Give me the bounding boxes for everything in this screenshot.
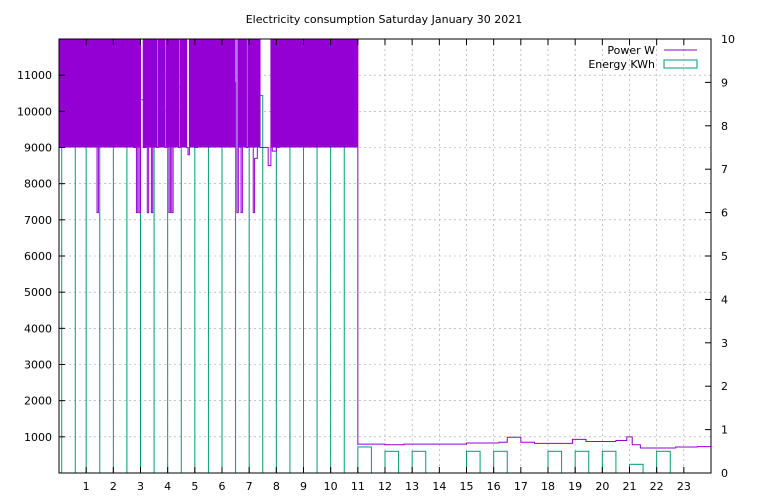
- y2-tick-label: 4: [721, 293, 728, 306]
- legend-swatch-energy: [663, 59, 698, 69]
- x-tick-label: 10: [324, 480, 338, 493]
- y2-tick-label: 6: [721, 207, 728, 220]
- y-tick-label: 10000: [17, 105, 52, 118]
- x-tick-label: 7: [246, 480, 253, 493]
- y2-tick-label: 2: [721, 380, 728, 393]
- y2-tick-label: 9: [721, 76, 728, 89]
- x-tick-label: 17: [514, 480, 528, 493]
- y2-tick-label: 8: [721, 120, 728, 133]
- power-fill-block: [133, 39, 141, 148]
- x-tick-label: 20: [595, 480, 609, 493]
- y-tick-label: 5000: [24, 286, 52, 299]
- power-fill-block: [59, 39, 134, 148]
- y2-tick-label: 7: [721, 163, 728, 176]
- y-tick-label: 9000: [24, 142, 52, 155]
- x-tick-label: 22: [650, 480, 664, 493]
- power-fill-block: [143, 39, 157, 148]
- power-series: [58, 38, 711, 449]
- x-tick-label: 19: [568, 480, 582, 493]
- y-tick-label: 8000: [24, 178, 52, 191]
- x-tick-label: 3: [137, 480, 144, 493]
- y-tick-label: 11000: [17, 69, 52, 82]
- power-fill-block: [194, 39, 236, 148]
- x-tick-label: 12: [378, 480, 392, 493]
- x-tick-label: 14: [432, 480, 446, 493]
- x-tick-label: 23: [677, 480, 691, 493]
- y2-tick-label: 5: [721, 250, 728, 263]
- power-fill-block: [179, 39, 187, 148]
- y2-tick-label: 0: [721, 467, 728, 480]
- x-tick-label: 2: [110, 480, 117, 493]
- power-fill-block: [270, 39, 280, 148]
- y-tick-label: 3000: [24, 359, 52, 372]
- y-tick-label: 2000: [24, 395, 52, 408]
- x-tick-label: 15: [460, 480, 474, 493]
- x-tick-label: 21: [623, 480, 637, 493]
- axis-ticks: 1 2 3 4 5 6 7 8 9 10 11 12 13 14 15 16 17 18 19 20 21 22 23100…: [17, 33, 735, 493]
- power-fill-block: [189, 39, 195, 148]
- x-tick-label: 4: [164, 480, 171, 493]
- y2-tick-label: 10: [721, 33, 735, 46]
- y-tick-label: 1000: [24, 431, 52, 444]
- x-tick-label: 5: [191, 480, 198, 493]
- y-tick-label: 6000: [24, 250, 52, 263]
- x-tick-label: 6: [219, 480, 226, 493]
- legend-label-energy: Energy KWh: [588, 58, 655, 71]
- x-tick-label: 18: [541, 480, 555, 493]
- power-fill-block: [247, 39, 261, 148]
- chart-title: Electricity consumption Saturday January…: [246, 13, 523, 26]
- power-fill-block: [166, 39, 179, 148]
- x-tick-label: 11: [351, 480, 365, 493]
- y2-tick-label: 1: [721, 424, 728, 437]
- x-tick-label: 13: [405, 480, 419, 493]
- power-fill-block: [238, 39, 247, 148]
- x-tick-label: 9: [300, 480, 307, 493]
- x-tick-label: 1: [83, 480, 90, 493]
- power-fill-block: [158, 39, 165, 148]
- y2-tick-label: 3: [721, 337, 728, 350]
- x-tick-label: 8: [273, 480, 280, 493]
- x-tick-label: 16: [487, 480, 501, 493]
- legend-label-power: Power W: [607, 44, 655, 57]
- y-tick-label: 4000: [24, 322, 52, 335]
- power-fill-block: [279, 39, 358, 148]
- y-tick-label: 7000: [24, 214, 52, 227]
